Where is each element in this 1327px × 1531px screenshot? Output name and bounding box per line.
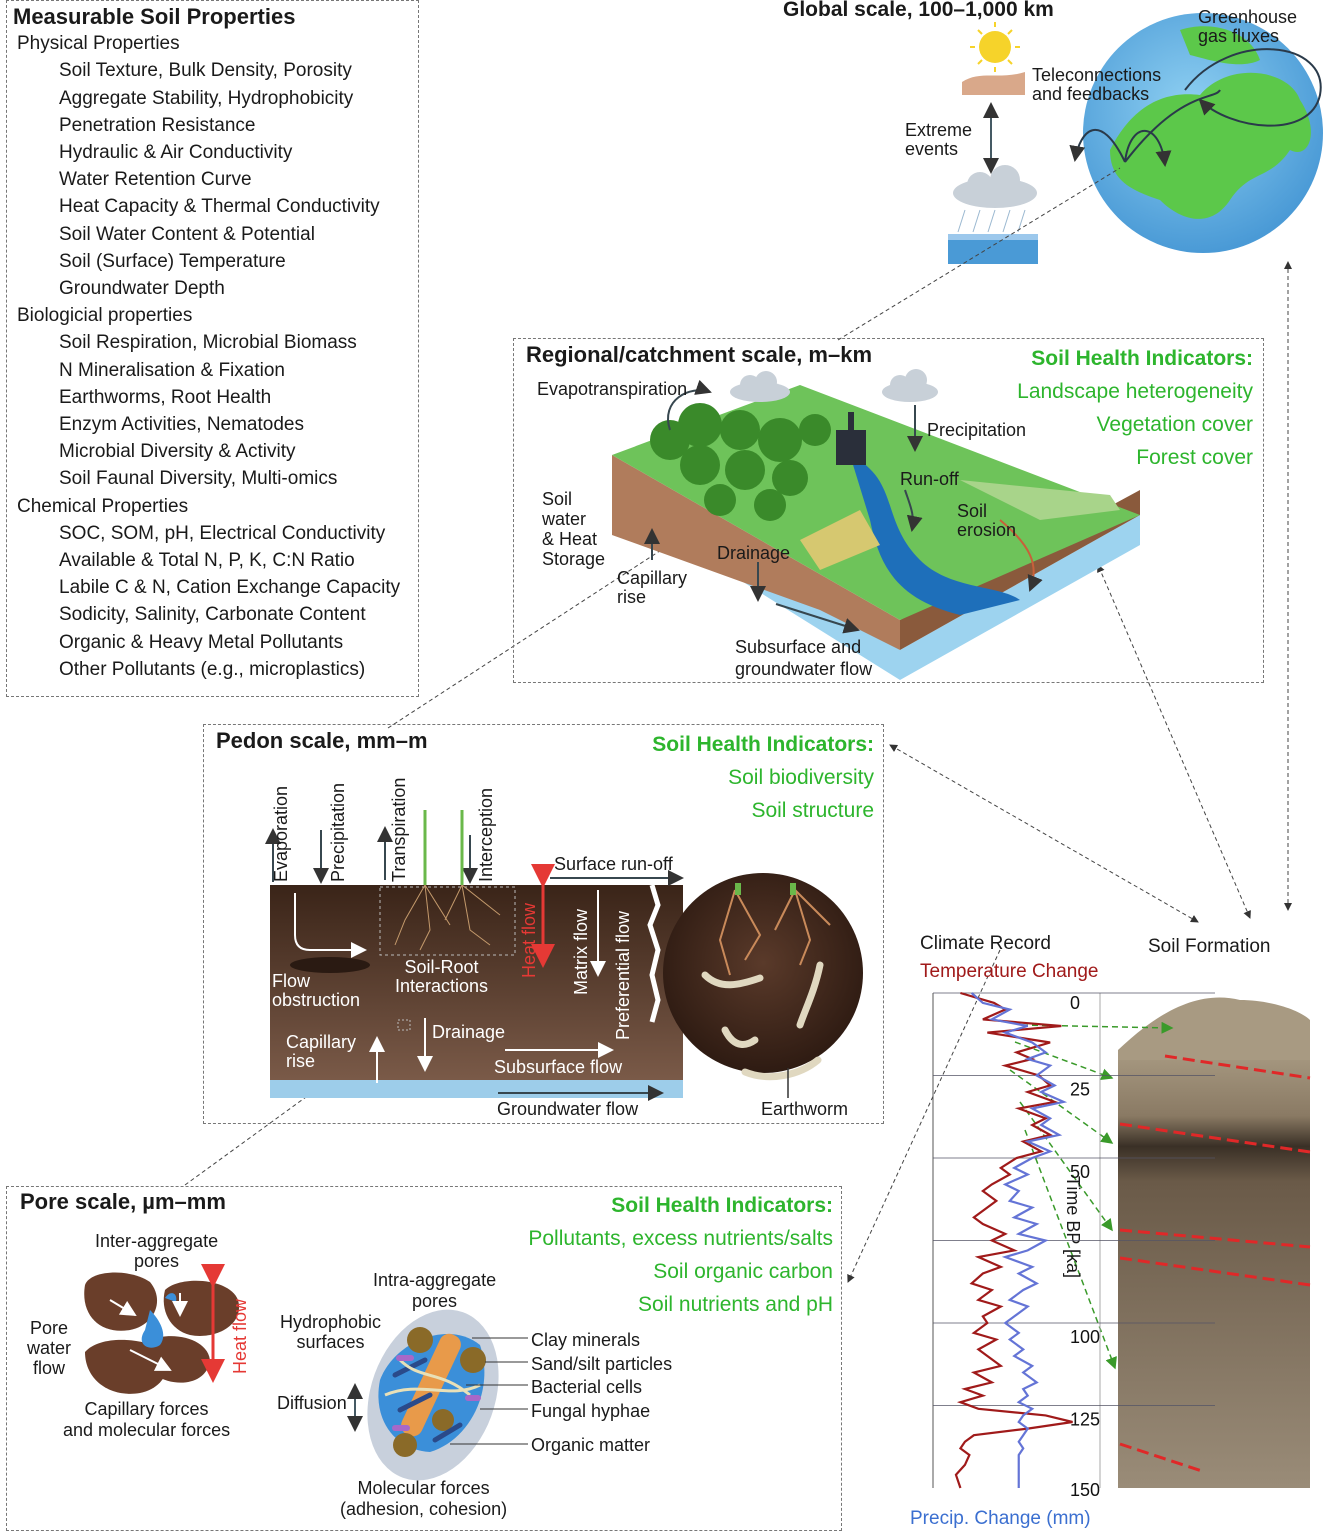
property-item: Soil Texture, Bulk Density, Porosity xyxy=(59,60,352,82)
property-item: Penetration Resistance xyxy=(59,114,256,136)
properties-title: Measurable Soil Properties xyxy=(13,4,296,29)
pore-indicators: Soil Health Indicators: Pollutants, exce… xyxy=(528,1194,833,1316)
subsurface-label: Subsurface and groundwater flow xyxy=(735,637,873,679)
property-item: Hydraulic & Air Conductivity xyxy=(59,142,293,164)
chart-tick-label: 25 xyxy=(1070,1080,1090,1100)
property-item: Soil (Surface) Temperature xyxy=(59,250,286,272)
capillary-forces-label: Capillary forces and molecular forces xyxy=(63,1399,231,1440)
intra-aggregate-label: Intra-aggregate pores xyxy=(373,1270,497,1311)
pedon-capillary-label: Capillary rise xyxy=(286,1032,357,1071)
pedon-box xyxy=(203,724,884,1124)
chart-tick-label: 125 xyxy=(1070,1410,1100,1430)
pedon-title: Pedon scale, mm–m xyxy=(216,728,428,753)
property-item: Labile C & N, Cation Exchange Capacity xyxy=(59,577,401,599)
groundwater-flow-label: Groundwater flow xyxy=(497,1099,639,1119)
property-item: Enzym Activities, Nematodes xyxy=(59,414,304,436)
pore-title: Pore scale, µm–mm xyxy=(20,1189,226,1214)
time-axis-label: Time BP [ka] xyxy=(1063,1176,1083,1279)
property-item: N Mineralisation & Fixation xyxy=(59,359,285,381)
soil-profile-photo xyxy=(1118,1050,1310,1488)
earthworm-label: Earthworm xyxy=(761,1099,849,1119)
greenhouse-label: Greenhouse gas fluxes xyxy=(1198,7,1298,46)
chart-tick-label: 0 xyxy=(1070,993,1080,1013)
legend-hyphae: Fungal hyphae xyxy=(531,1400,651,1421)
legend-sand: Sand/silt particles xyxy=(531,1353,673,1374)
property-item: Earthworms, Root Health xyxy=(59,386,272,408)
extreme-events-label: Extreme events xyxy=(905,120,973,159)
property-item: Aggregate Stability, Hydrophobicity xyxy=(59,87,354,109)
subsurface-flow-label: Subsurface flow xyxy=(494,1057,623,1077)
regional-title: Regional/catchment scale, m–km xyxy=(526,342,873,367)
sun-icon xyxy=(979,31,1011,63)
property-item: Other Pollutants (e.g., microplastics) xyxy=(59,658,366,680)
property-item: Soil Water Content & Potential xyxy=(59,223,315,245)
pore-legend: Clay minerals Sand/silt particles Bacter… xyxy=(531,1329,672,1458)
precipitation-label: Precipitation xyxy=(927,420,1027,440)
chart-tick-label: 50 xyxy=(1070,1162,1090,1182)
regional-indicators: Soil Health Indicators: Landscape hetero… xyxy=(1017,347,1253,469)
chart-tick-label: 150 xyxy=(1070,1480,1100,1500)
evapotranspiration-label: Evapotranspiration xyxy=(537,379,688,399)
runoff-label: Run-off xyxy=(900,469,959,489)
temperature-change-label: Temperature Change xyxy=(920,961,1099,982)
chart-tick-label: 100 xyxy=(1070,1327,1100,1347)
pedon-soil-block xyxy=(270,864,683,1098)
property-item: Water Retention Curve xyxy=(59,169,252,191)
diffusion-label: Diffusion xyxy=(277,1393,347,1413)
property-group-heading: Physical Properties xyxy=(17,33,180,55)
property-item: Microbial Diversity & Activity xyxy=(59,441,296,463)
legend-organic: Organic matter xyxy=(531,1435,651,1455)
pedon-indicators: Soil Health Indicators: Soil biodiversit… xyxy=(652,733,874,822)
property-item: Heat Capacity & Thermal Conductivity xyxy=(59,196,380,218)
property-item: Organic & Heavy Metal Pollutants xyxy=(59,631,344,653)
landscape-block xyxy=(612,379,1140,680)
global-title: Global scale, 100–1,000 km xyxy=(783,0,1054,21)
property-item: Soil Respiration, Microbial Biomass xyxy=(59,332,357,354)
property-item: Sodicity, Salinity, Carbonate Content xyxy=(59,604,366,626)
precip-change-label: Precip. Change (mm) xyxy=(910,1508,1091,1529)
property-item: SOC, SOM, pH, Electrical Conductivity xyxy=(59,522,386,544)
soil-erosion-label: Soil erosion xyxy=(957,501,1017,540)
inter-aggregate-label: Inter-aggregate pores xyxy=(95,1231,219,1271)
chart-series-line xyxy=(970,992,1068,1488)
flow-obstruction-label: Flow obstruction xyxy=(272,971,361,1010)
soil-formation-label: Soil Formation xyxy=(1148,936,1271,957)
property-item: Groundwater Depth xyxy=(59,278,225,300)
hydrophobic-label: Hydrophobic surfaces xyxy=(280,1312,382,1352)
drainage-label: Drainage xyxy=(717,543,791,563)
legend-bacteria: Bacterial cells xyxy=(531,1377,643,1397)
regional-box xyxy=(513,338,1264,683)
surface-runoff-label: Surface run-off xyxy=(554,854,673,874)
pedon-drainage-label: Drainage xyxy=(432,1022,506,1042)
molecular-forces-label: Molecular forces (adhesion, cohesion) xyxy=(340,1478,508,1519)
legend-clay: Clay minerals xyxy=(531,1330,641,1350)
capillary-rise-label: Capillary rise xyxy=(617,568,688,607)
pore-aggregates xyxy=(84,1264,528,1481)
pore-water-flow-label: Pore water flow xyxy=(27,1318,72,1378)
soil-root-label: Soil-Root Interactions xyxy=(395,957,489,996)
storage-label: Soil water & Heat Storage xyxy=(542,489,606,569)
teleconnections-label: Teleconnections and feedbacks xyxy=(1032,65,1162,104)
climate-record-title: Climate Record xyxy=(920,933,1051,954)
property-item: Available & Total N, P, K, C:N Ratio xyxy=(59,550,355,572)
property-group-heading: Biologicial properties xyxy=(17,305,193,327)
property-item: Soil Faunal Diversity, Multi-omics xyxy=(59,468,338,490)
properties-list: Measurable Soil Properties Physical Prop… xyxy=(13,3,400,683)
property-group-heading: Chemical Properties xyxy=(17,495,189,517)
measurable-properties-box: Measurable Soil Properties Physical Prop… xyxy=(6,0,419,697)
